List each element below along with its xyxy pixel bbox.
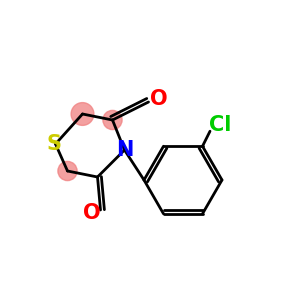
Text: Cl: Cl [209,115,232,135]
Text: O: O [150,89,168,109]
Text: S: S [46,134,62,154]
Circle shape [58,161,77,181]
Circle shape [71,103,94,125]
Text: O: O [83,203,100,223]
Text: N: N [116,140,133,160]
Circle shape [103,110,122,130]
